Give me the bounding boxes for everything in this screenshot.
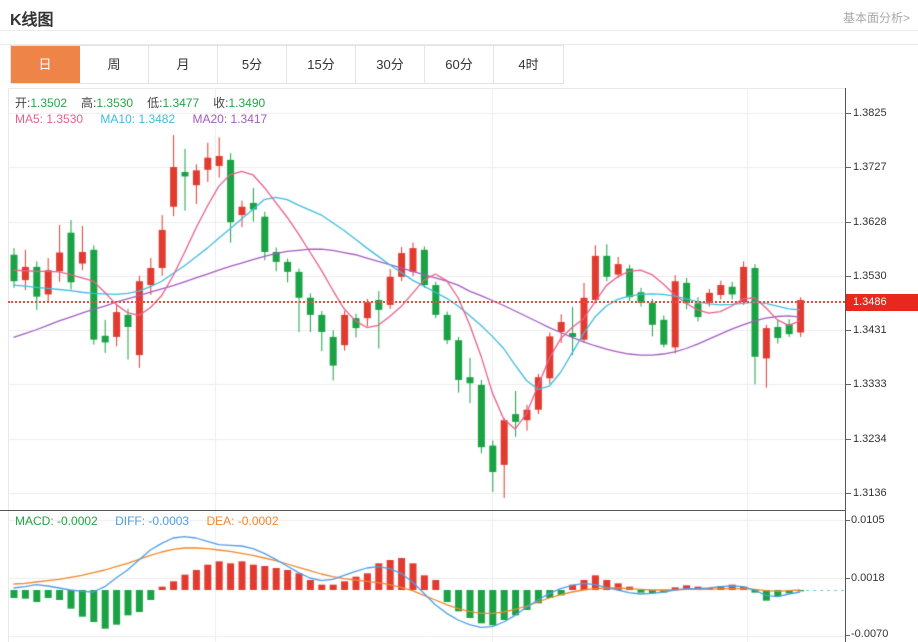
macd-tick-mark	[846, 635, 850, 636]
tab-week[interactable]: 周	[80, 46, 149, 83]
price-tick-label: 1.3825	[853, 107, 887, 119]
price-tick-mark	[846, 167, 851, 168]
price-tick-label: 1.3136	[853, 487, 887, 499]
price-tick-label: 1.3628	[853, 216, 887, 228]
last-price-badge: 1.3486	[846, 294, 918, 311]
ma5-legend: MA5: 1.3530	[15, 112, 84, 126]
price-tick-label: 1.3530	[853, 270, 887, 282]
ma10-legend: MA10: 1.3482	[100, 112, 176, 126]
tab-15min[interactable]: 15分	[287, 46, 356, 83]
close-value: 1.3490	[228, 96, 266, 110]
fundamental-analysis-link[interactable]: 基本面分析>	[842, 11, 910, 25]
tab-5min[interactable]: 5分	[218, 46, 287, 83]
price-tick-label: 1.3333	[853, 378, 887, 390]
price-tick-mark	[846, 439, 851, 440]
low-label: 低:	[147, 96, 163, 110]
plot-left-border	[8, 88, 9, 642]
price-tick-label: 1.3234	[853, 433, 887, 445]
low-value: 1.3477	[162, 96, 200, 110]
macd-legend: MACD: -0.0002 DIFF: -0.0003 DEA: -0.0002	[15, 514, 279, 528]
macd-tick-label: -0.0070	[851, 628, 889, 640]
ohlc-legend: 开:1.3502 高:1.3530 低:1.3477 收:1.3490	[15, 94, 279, 111]
price-tick-mark	[846, 330, 851, 331]
price-tick-mark	[846, 493, 851, 494]
price-tick-mark	[846, 384, 851, 385]
price-tick-mark	[846, 222, 851, 223]
macd-tick-mark	[846, 578, 850, 579]
last-price-dotted-line	[8, 301, 845, 303]
period-tabbar: 日 周 月 5分 15分 30分 60分 4时	[10, 45, 564, 84]
diff-value-legend: DIFF: -0.0003	[115, 514, 190, 528]
chart-section-topline	[0, 44, 918, 45]
pane-divider	[0, 510, 845, 511]
ma20-legend: MA20: 1.3417	[192, 112, 268, 126]
close-label: 收:	[213, 96, 229, 110]
open-label: 开:	[15, 96, 31, 110]
open-value: 1.3502	[30, 96, 68, 110]
price-tick-mark	[846, 276, 851, 277]
macd-value-legend: MACD: -0.0002	[15, 514, 98, 528]
price-tick-label: 1.3431	[853, 324, 887, 336]
candlestick-chart-canvas[interactable]	[8, 88, 845, 510]
dea-value-legend: DEA: -0.0002	[206, 514, 279, 528]
header-divider	[0, 30, 918, 31]
tab-day[interactable]: 日	[11, 46, 80, 83]
price-tick-label: 1.3727	[853, 161, 887, 173]
tab-4hour[interactable]: 4时	[494, 46, 563, 83]
tab-30min[interactable]: 30分	[356, 46, 425, 83]
macd-chart-canvas[interactable]	[8, 510, 845, 642]
high-label: 高:	[81, 96, 97, 110]
price-tick-mark	[846, 113, 851, 114]
page-title: K线图	[10, 12, 54, 29]
macd-tick-mark	[846, 520, 850, 521]
macd-tick-label: 0.0018	[851, 572, 885, 584]
macd-tick-label: 0.0105	[851, 514, 885, 526]
plot-top-border	[8, 88, 845, 89]
tab-month[interactable]: 月	[149, 46, 218, 83]
high-value: 1.3530	[96, 96, 134, 110]
price-axis-line	[845, 88, 846, 642]
ma-legend: MA5: 1.3530 MA10: 1.3482 MA20: 1.3417	[15, 112, 267, 126]
tab-60min[interactable]: 60分	[425, 46, 494, 83]
